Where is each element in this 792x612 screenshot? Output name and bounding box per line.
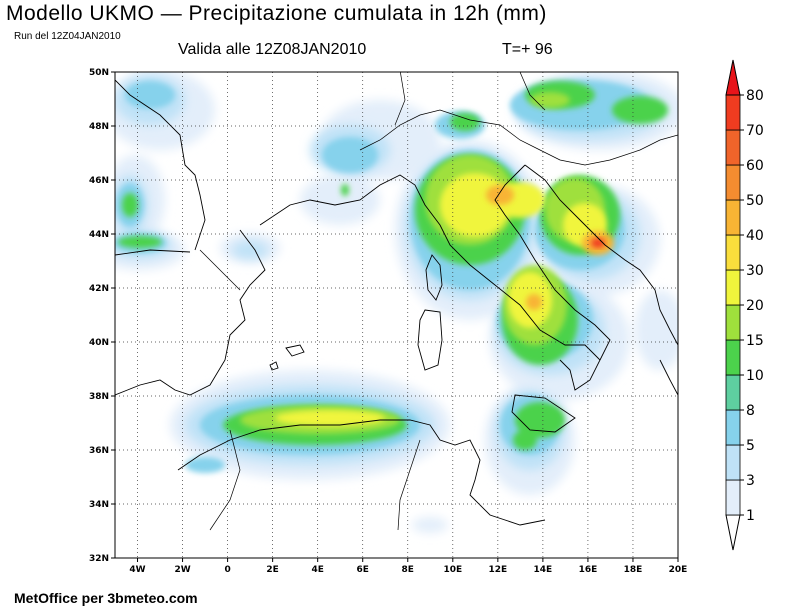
- lon-tick-label: 12E: [488, 565, 507, 575]
- colorbar-label: 3: [746, 473, 755, 489]
- colorbar-swatch: [725, 479, 741, 516]
- lon-tick-label: 2E: [266, 565, 278, 575]
- lon-tick-label: 18E: [624, 565, 643, 575]
- forecast-step: T=+ 96: [502, 41, 553, 58]
- colorbar-swatch: [725, 269, 741, 306]
- lat-tick-label: 38N: [89, 392, 109, 402]
- credit-text: MetOffice per 3bmeteo.com: [14, 590, 198, 606]
- colorbar-swatch: [725, 374, 741, 411]
- lon-tick-label: 10E: [443, 565, 462, 575]
- lon-tick-label: 16E: [579, 565, 598, 575]
- colorbar-swatch: [725, 199, 741, 236]
- colorbar-swatch: [725, 94, 741, 131]
- lon-tick-label: 8E: [402, 565, 414, 575]
- lon-tick-label: 4W: [129, 565, 145, 575]
- lat-tick-label: 44N: [89, 230, 109, 240]
- lat-tick-label: 32N: [89, 554, 109, 564]
- colorbar-swatch: [725, 304, 741, 341]
- colorbar-label: 15: [746, 333, 764, 349]
- colorbar-label: 20: [746, 298, 764, 314]
- coastlines: [115, 72, 678, 531]
- lon-tick-label: 0: [224, 565, 230, 575]
- lon-tick-label: 14E: [534, 565, 553, 575]
- colorbar-label: 1: [746, 508, 755, 524]
- colorbar-label: 10: [746, 368, 764, 384]
- lat-tick-label: 50N: [89, 68, 109, 78]
- colorbar-label: 60: [746, 158, 764, 174]
- map-title: Modello UKMO — Precipitazione cumulata i…: [6, 2, 547, 25]
- lon-tick-label: 4E: [311, 565, 323, 575]
- colorbar-label: 40: [746, 228, 764, 244]
- run-date: Run del 12Z04JAN2010: [14, 31, 121, 42]
- colorbar-label: 5: [746, 438, 755, 454]
- colorbar-high-triangle: [725, 59, 741, 96]
- lat-tick-label: 42N: [89, 284, 109, 294]
- lat-tick-label: 36N: [89, 446, 109, 456]
- axis-ticks: [111, 71, 679, 562]
- lat-tick-label: 48N: [89, 122, 109, 132]
- colorbar-swatch: [725, 164, 741, 201]
- lon-tick-label: 20E: [669, 565, 688, 575]
- colorbar-swatch: [725, 409, 741, 446]
- colorbar-low-triangle: [725, 514, 741, 551]
- colorbar-label: 8: [746, 403, 755, 419]
- colorbar-label: 30: [746, 263, 764, 279]
- colorbar-label: 50: [746, 193, 764, 209]
- colorbar-swatch: [725, 234, 741, 271]
- colorbar-label: 80: [746, 88, 764, 104]
- colorbar-swatch: [725, 444, 741, 481]
- lon-tick-label: 2W: [174, 565, 190, 575]
- colorbar-swatch: [725, 339, 741, 376]
- colorbar-swatch: [725, 129, 741, 166]
- lat-tick-label: 46N: [89, 176, 109, 186]
- map-grid: [115, 72, 678, 558]
- latitude-labels: 32N 34N 36N 38N 40N 42N 44N 46N 48N 50N: [89, 68, 109, 564]
- lon-tick-label: 6E: [357, 565, 369, 575]
- longitude-labels: 4W 2W 0 2E 4E 6E 8E 10E 12E 14E 16E 18E 20E: [129, 565, 687, 575]
- lat-tick-label: 40N: [89, 338, 109, 348]
- lat-tick-label: 34N: [89, 500, 109, 510]
- colorbar-label: 70: [746, 123, 764, 139]
- valid-time: Valida alle 12Z08JAN2010: [178, 41, 367, 58]
- map-frame: [114, 71, 679, 559]
